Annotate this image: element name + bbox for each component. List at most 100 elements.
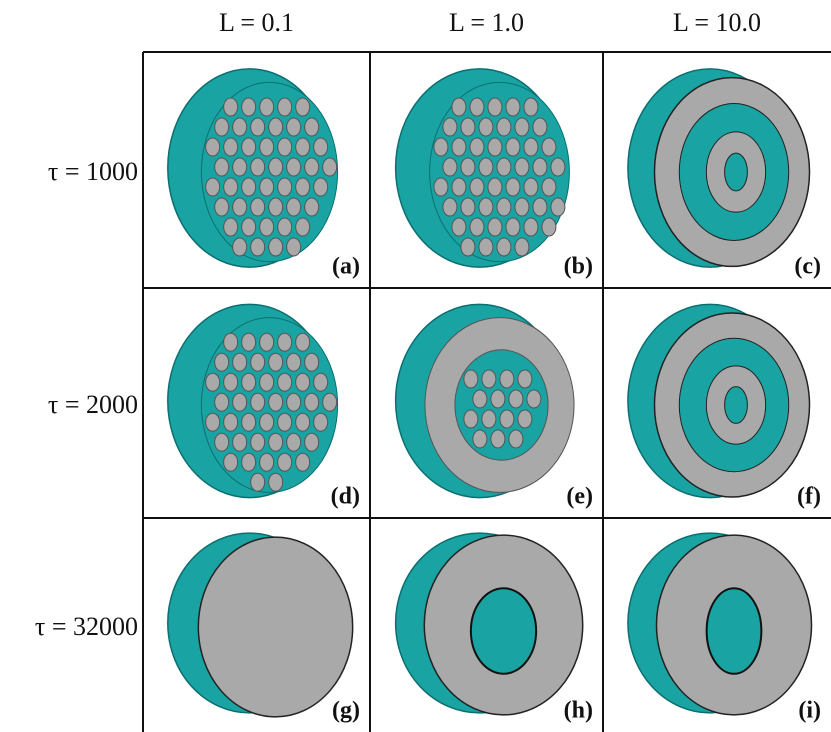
particle [314, 138, 328, 156]
particle [215, 433, 229, 451]
particle [233, 158, 247, 176]
particle [278, 98, 292, 116]
particle [269, 238, 283, 256]
particle [278, 413, 292, 431]
particle [518, 410, 532, 428]
particle [473, 430, 487, 448]
particle [527, 390, 541, 408]
particle [278, 218, 292, 236]
particle [242, 98, 256, 116]
panel-label: (f) [797, 484, 821, 510]
particle [542, 178, 556, 196]
particle [443, 118, 457, 136]
particle [509, 390, 523, 408]
inner-core [725, 387, 748, 424]
row-label: τ = 1000 [48, 157, 138, 186]
particle [206, 373, 220, 391]
particle [479, 158, 493, 176]
particle [296, 178, 310, 196]
particle [251, 158, 265, 176]
figure: (a)(b)(c)(d)(e)(f)(g)(h)(i) L = 0.1L = 1… [0, 0, 831, 732]
particle [452, 98, 466, 116]
particle [500, 410, 514, 428]
panel-label: (d) [331, 484, 360, 510]
particle [215, 393, 229, 411]
panel-label: (g) [332, 698, 360, 724]
column-header: L = 0.1 [219, 8, 294, 37]
particle [296, 413, 310, 431]
panel-label: (h) [564, 698, 593, 724]
particle [242, 333, 256, 351]
particle [251, 393, 265, 411]
particle [242, 218, 256, 236]
particle [323, 393, 337, 411]
panel-label: (i) [798, 698, 821, 724]
particle [260, 138, 274, 156]
particle [305, 353, 319, 371]
particle [452, 218, 466, 236]
particle [434, 178, 448, 196]
particle [296, 373, 310, 391]
inner-core [725, 153, 748, 191]
particle [542, 138, 556, 156]
particle [479, 198, 493, 216]
particle [506, 218, 520, 236]
particle [278, 373, 292, 391]
panel-label: (e) [566, 484, 593, 510]
particle [224, 413, 238, 431]
particle [497, 158, 511, 176]
particle [482, 370, 496, 388]
particle [287, 118, 301, 136]
particle [305, 433, 319, 451]
particle [251, 473, 265, 491]
particle [464, 410, 478, 428]
particle [314, 413, 328, 431]
particle [260, 453, 274, 471]
particle [533, 118, 547, 136]
particle [260, 98, 274, 116]
particle [215, 158, 229, 176]
column-header: L = 10.0 [673, 8, 761, 37]
particle [215, 198, 229, 216]
particle [251, 433, 265, 451]
particle [260, 218, 274, 236]
particle [260, 373, 274, 391]
particle [287, 158, 301, 176]
particle [506, 98, 520, 116]
particle [287, 353, 301, 371]
particle [470, 218, 484, 236]
particle [488, 138, 502, 156]
particle [470, 178, 484, 196]
face [198, 537, 352, 717]
particle [305, 198, 319, 216]
particle [515, 238, 529, 256]
particle [497, 198, 511, 216]
particle [464, 370, 478, 388]
particle [443, 198, 457, 216]
particle [296, 453, 310, 471]
particle [296, 98, 310, 116]
panel-label: (a) [332, 254, 360, 280]
particle [515, 158, 529, 176]
particle [278, 138, 292, 156]
particle [269, 353, 283, 371]
particle [461, 238, 475, 256]
particle [242, 373, 256, 391]
particle [269, 158, 283, 176]
particle [296, 218, 310, 236]
particle [278, 178, 292, 196]
particle [323, 158, 337, 176]
particle [491, 390, 505, 408]
particle [260, 413, 274, 431]
particle [314, 178, 328, 196]
particle [278, 333, 292, 351]
particle [215, 118, 229, 136]
particle [305, 393, 319, 411]
particle [233, 433, 247, 451]
particle [269, 198, 283, 216]
particle [206, 413, 220, 431]
row-label: τ = 32000 [35, 612, 138, 641]
particle [287, 198, 301, 216]
particle [482, 410, 496, 428]
particle [551, 158, 565, 176]
